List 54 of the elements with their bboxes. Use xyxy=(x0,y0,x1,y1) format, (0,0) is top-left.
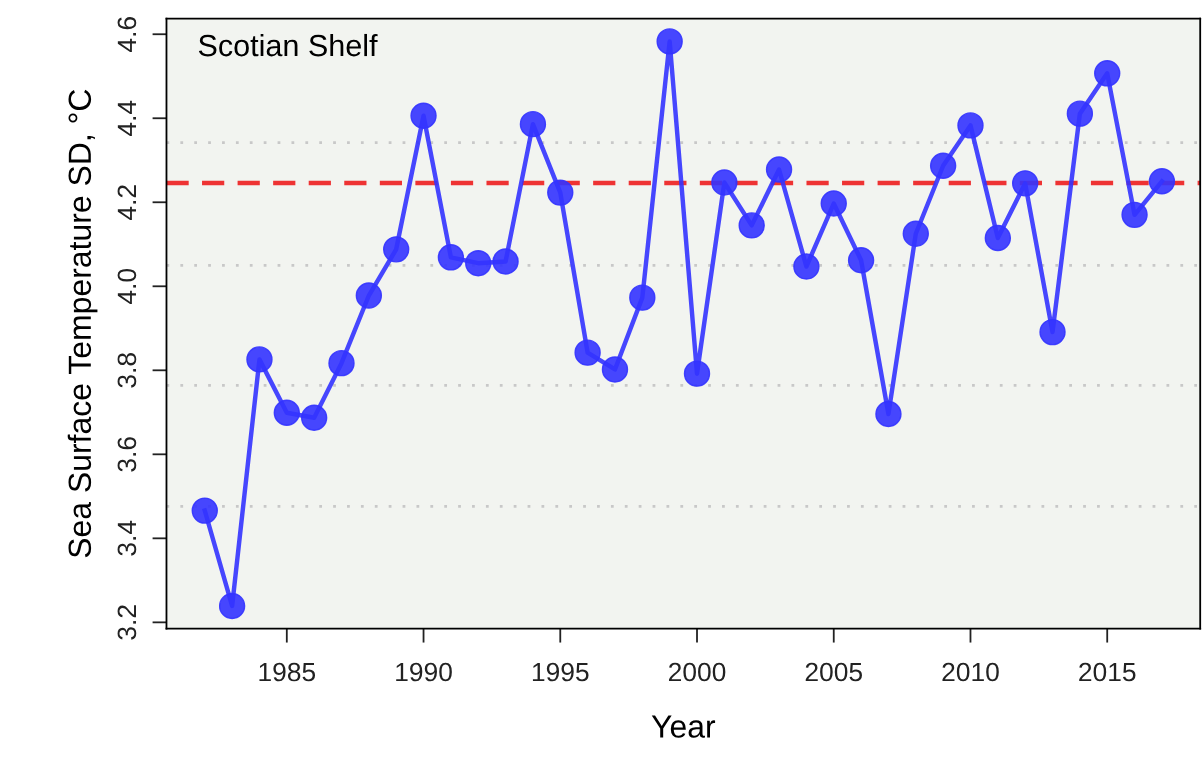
y-tick-label: 4.2 xyxy=(117,185,136,221)
chart-title: Scotian Shelf xyxy=(198,33,378,57)
point xyxy=(246,346,273,373)
point xyxy=(382,236,410,263)
point xyxy=(957,112,984,139)
y-tick-label: 3.6 xyxy=(117,437,137,472)
x-axis-title: Year xyxy=(651,715,716,738)
x-tick-label: 1990 xyxy=(396,662,452,682)
point xyxy=(218,592,246,620)
x-tick-label: 2000 xyxy=(668,662,726,682)
point xyxy=(656,28,683,55)
point xyxy=(902,220,929,247)
point xyxy=(738,212,765,239)
point xyxy=(929,152,957,179)
point xyxy=(355,282,383,309)
point xyxy=(273,399,300,426)
y-tick-label: 4.0 xyxy=(117,268,137,305)
point xyxy=(519,110,547,138)
point xyxy=(492,248,519,275)
point xyxy=(601,356,629,383)
y-tick-label: 4.6 xyxy=(117,17,137,52)
point xyxy=(191,497,218,524)
point xyxy=(1148,168,1176,195)
point xyxy=(1039,318,1066,346)
x-tick-label: 1995 xyxy=(532,662,589,682)
point xyxy=(465,249,492,277)
point xyxy=(1011,170,1039,197)
point xyxy=(711,169,738,196)
point xyxy=(1094,60,1121,87)
point xyxy=(820,190,847,217)
point xyxy=(574,339,601,366)
point xyxy=(300,404,328,431)
point xyxy=(765,156,793,183)
x-tick-label: 2010 xyxy=(942,662,999,682)
point xyxy=(793,253,820,280)
y-tick-label: 3.2 xyxy=(117,605,137,640)
point xyxy=(683,360,711,387)
y-tick-label: 4.4 xyxy=(117,100,136,136)
x-tick-label: 2005 xyxy=(805,662,862,682)
point xyxy=(847,247,875,274)
point xyxy=(437,244,465,271)
point xyxy=(1121,201,1148,229)
y-tick-label: 3.4 xyxy=(117,520,137,556)
y-axis-title: Sea Surface Temperature SD, °C xyxy=(67,89,98,558)
point xyxy=(1066,100,1094,127)
point xyxy=(410,102,437,129)
point xyxy=(328,349,355,377)
point xyxy=(547,179,574,206)
point xyxy=(629,284,656,311)
point xyxy=(984,224,1012,252)
x-tick-label: 1985 xyxy=(259,662,316,682)
y-tick-label: 3.8 xyxy=(117,353,137,388)
point xyxy=(875,400,902,428)
x-tick-label: 2015 xyxy=(1079,662,1136,682)
